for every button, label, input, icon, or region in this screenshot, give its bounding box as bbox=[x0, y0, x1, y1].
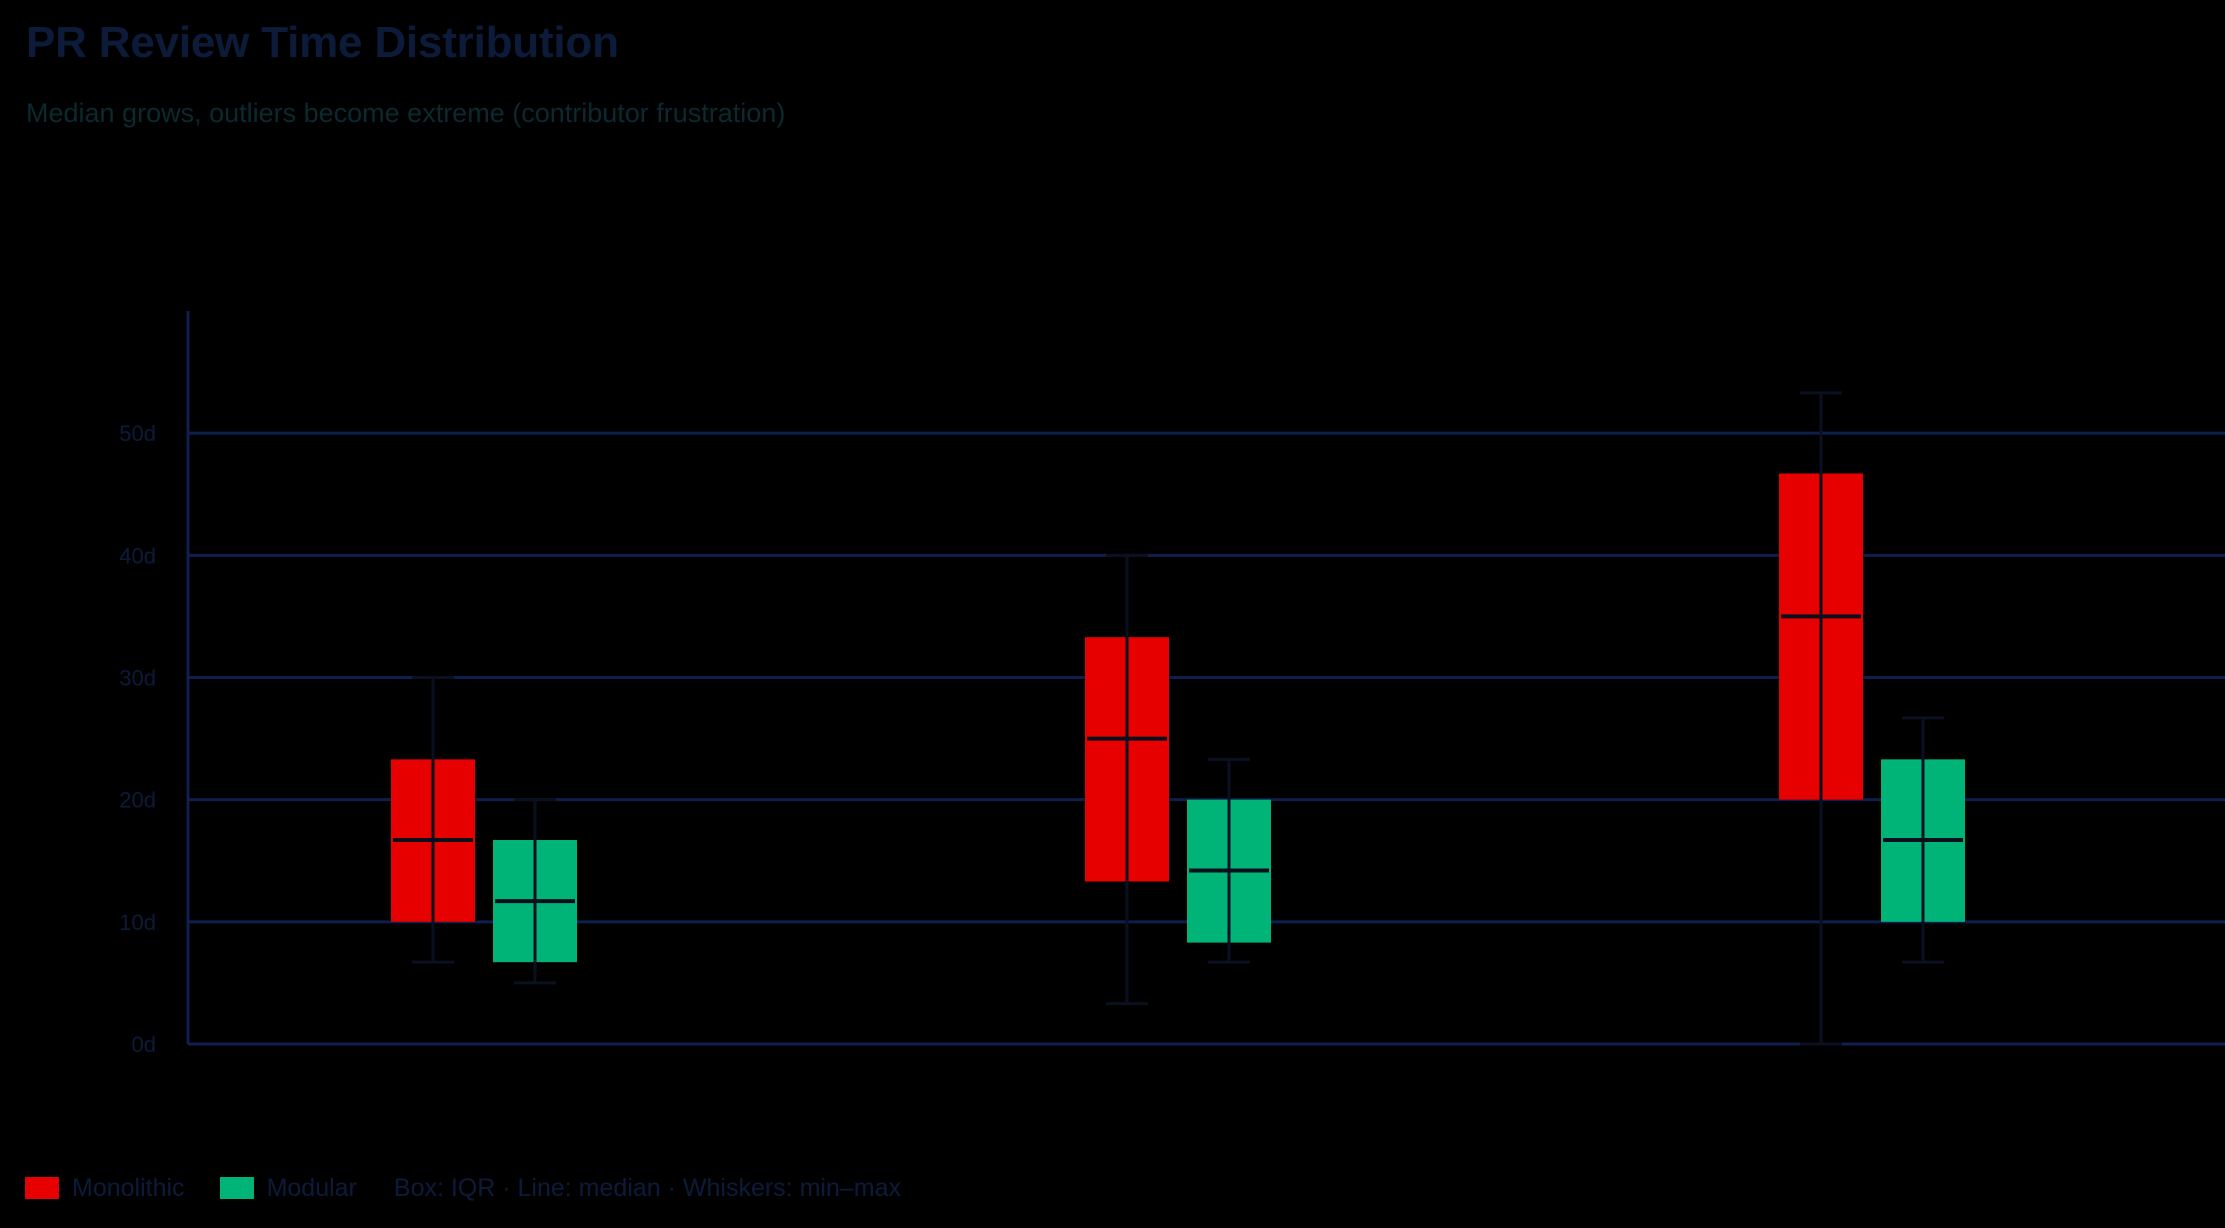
monolithic-swatch-icon bbox=[25, 1177, 59, 1199]
y-tick-label: 30d bbox=[119, 666, 156, 691]
chart-title: PR Review Time Distribution bbox=[26, 18, 619, 67]
legend-label-monolithic: Monolithic bbox=[72, 1173, 185, 1202]
modular-swatch-icon bbox=[219, 1177, 254, 1199]
box-groups bbox=[391, 391, 1965, 1046]
legend-item-monolithic: Monolithic bbox=[25, 1174, 185, 1203]
y-tick-label: 50d bbox=[119, 421, 156, 446]
legend: Monolithic Modular Box: IQR · Line: medi… bbox=[25, 1170, 901, 1206]
legend-label-modular: Modular bbox=[266, 1173, 357, 1202]
y-tick-label: 40d bbox=[119, 543, 156, 568]
chart-subtitle: Median grows, outliers become extreme (c… bbox=[26, 98, 786, 128]
y-tick-label: 10d bbox=[119, 910, 156, 935]
box-group bbox=[391, 676, 577, 985]
legend-item-modular: Modular bbox=[219, 1173, 357, 1203]
y-tick-label: 20d bbox=[119, 788, 156, 813]
y-axis-ticks: 0d 10d 20d 30d 40d 50d bbox=[119, 421, 156, 1057]
box-group bbox=[1779, 391, 1965, 1046]
legend-note: Box: IQR · Line: median · Whiskers: min–… bbox=[393, 1173, 901, 1202]
box-group bbox=[1085, 553, 1271, 1006]
y-tick-label: 0d bbox=[132, 1032, 156, 1057]
